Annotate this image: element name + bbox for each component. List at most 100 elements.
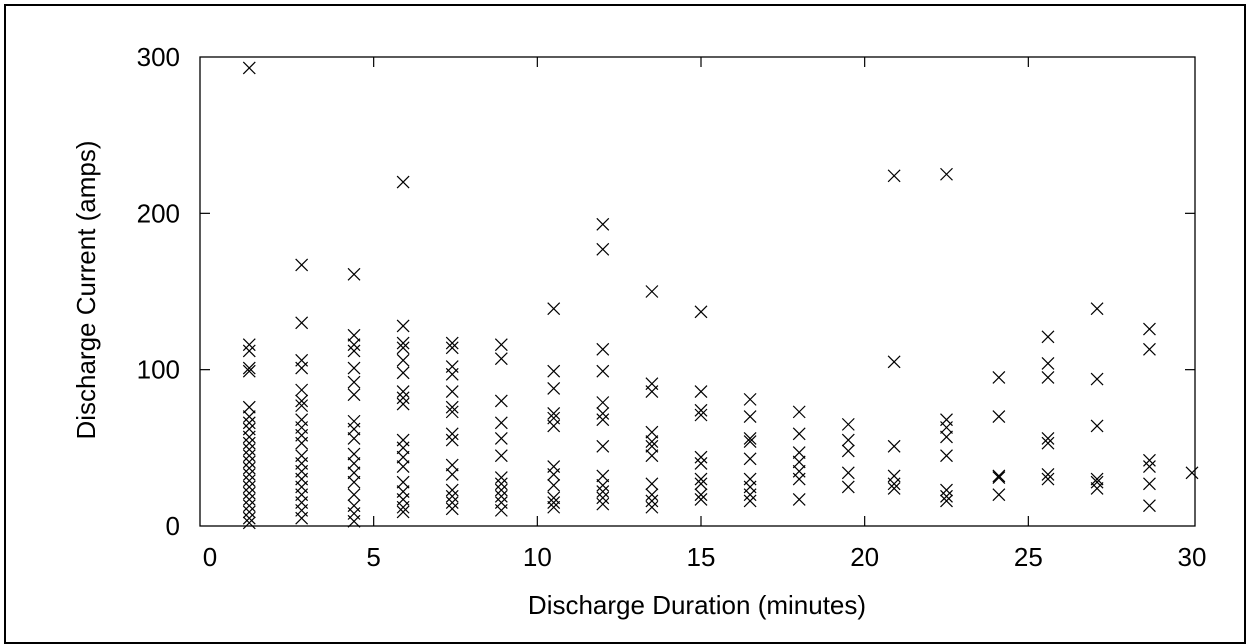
data-point	[396, 505, 410, 519]
data-point	[1090, 302, 1104, 316]
data-point	[743, 452, 757, 466]
data-point	[1041, 467, 1055, 481]
data-point	[494, 432, 508, 445]
data-point	[347, 344, 361, 358]
data-point	[242, 486, 256, 500]
data-point	[645, 494, 659, 508]
data-point	[242, 416, 256, 430]
data-point	[547, 467, 561, 481]
data-point	[494, 503, 508, 517]
data-point	[1090, 482, 1104, 495]
data-point	[242, 461, 256, 475]
y-tick-label: 300	[137, 42, 180, 72]
y-tick-label: 200	[137, 198, 180, 228]
data-point	[596, 478, 610, 492]
data-point	[445, 467, 459, 481]
data-point	[792, 455, 806, 469]
y-axis-title: Discharge Current (amps)	[71, 140, 101, 439]
data-point	[445, 405, 459, 419]
x-tick-label: 20	[850, 542, 879, 572]
data-point	[596, 242, 610, 256]
data-point	[295, 399, 309, 413]
data-point	[940, 449, 953, 463]
data-point	[547, 382, 561, 395]
data-point	[242, 474, 256, 488]
data-point	[547, 478, 561, 492]
data-point	[1090, 475, 1104, 489]
data-point	[645, 488, 659, 502]
data-point	[242, 61, 256, 75]
data-point	[792, 405, 806, 419]
data-point	[1041, 472, 1055, 486]
data-point	[396, 175, 410, 189]
data-point	[596, 485, 610, 499]
data-point	[645, 477, 659, 491]
data-point	[445, 496, 459, 509]
data-point	[347, 447, 361, 461]
x-tick-label: 30	[1178, 542, 1207, 572]
data-point	[445, 385, 459, 398]
data-point	[1143, 342, 1156, 356]
data-point	[295, 361, 309, 375]
data-point	[1185, 466, 1199, 480]
data-point	[694, 492, 708, 506]
data-point	[596, 497, 610, 511]
data-point	[792, 427, 806, 441]
data-point	[1041, 432, 1055, 445]
data-point	[445, 458, 459, 472]
data-point	[596, 491, 610, 505]
axis-ticks	[200, 57, 1195, 526]
data-point	[841, 417, 855, 431]
data-point	[1090, 372, 1104, 386]
data-point	[242, 361, 256, 375]
data-point	[596, 469, 610, 483]
data-point	[887, 169, 901, 183]
data-point	[242, 430, 256, 444]
data-point	[887, 439, 901, 453]
data-point	[242, 410, 256, 423]
data-point	[887, 482, 901, 495]
data-point	[841, 466, 855, 480]
data-point	[645, 425, 659, 439]
data-point	[841, 433, 855, 447]
x-axis-title: Discharge Duration (minutes)	[528, 590, 866, 620]
data-point	[940, 483, 953, 497]
data-point	[841, 444, 855, 458]
y-tick-label: 0	[166, 511, 180, 541]
data-point	[992, 471, 1006, 484]
data-point	[396, 341, 410, 355]
data-point	[596, 364, 610, 378]
data-point	[1143, 322, 1156, 336]
data-point	[396, 385, 410, 398]
data-point	[242, 480, 256, 494]
x-tick-label: 10	[523, 542, 552, 572]
data-point	[242, 442, 256, 456]
data-point	[396, 397, 410, 411]
data-point	[743, 494, 757, 508]
data-point	[645, 449, 659, 463]
data-point	[347, 514, 361, 528]
data-point	[1041, 330, 1055, 344]
data-point	[547, 364, 561, 378]
data-point	[992, 371, 1006, 384]
data-point	[396, 391, 410, 405]
data-point	[396, 319, 410, 333]
data-point	[992, 488, 1006, 502]
data-point	[242, 364, 256, 378]
data-point	[1090, 419, 1104, 433]
data-point	[547, 419, 561, 433]
data-point	[645, 385, 659, 398]
data-point	[347, 267, 361, 281]
data-point	[347, 457, 361, 470]
data-point	[396, 460, 410, 474]
data-point	[645, 285, 659, 298]
y-tick-label: 100	[137, 355, 180, 385]
data-point	[295, 258, 309, 272]
y-tick-labels: 0 100 200 300	[137, 42, 180, 541]
data-point	[792, 492, 806, 506]
data-point	[992, 410, 1006, 423]
data-point	[596, 407, 610, 420]
x-tick-label: 0	[203, 542, 217, 572]
data-point	[445, 400, 459, 414]
data-point	[792, 472, 806, 486]
